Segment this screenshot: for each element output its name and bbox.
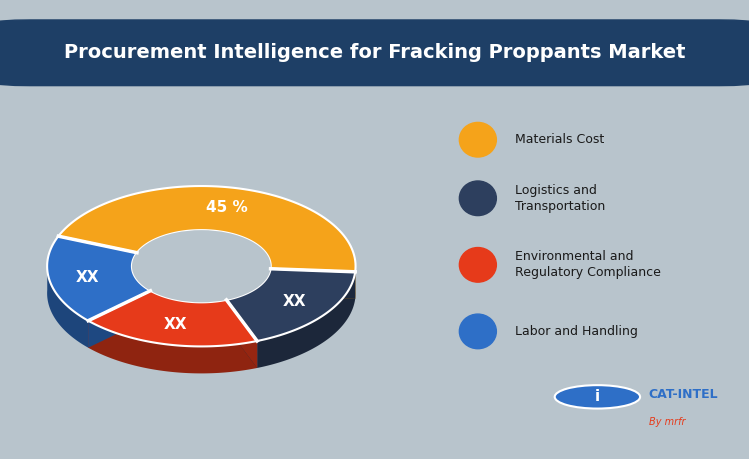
Polygon shape [151,291,226,329]
Polygon shape [257,272,355,368]
Polygon shape [226,269,270,327]
FancyBboxPatch shape [0,20,749,85]
Polygon shape [226,300,257,368]
Text: XX: XX [282,294,306,309]
Text: 45 %: 45 % [207,200,248,215]
Polygon shape [270,269,355,299]
Polygon shape [132,265,151,318]
Polygon shape [47,263,88,348]
Polygon shape [226,269,355,341]
Polygon shape [88,291,151,348]
Circle shape [459,181,497,216]
Polygon shape [88,321,257,374]
Ellipse shape [132,230,270,302]
Circle shape [459,123,497,157]
Polygon shape [58,186,356,272]
Text: Environmental and
Regulatory Compliance: Environmental and Regulatory Compliance [515,250,661,280]
Text: Materials Cost: Materials Cost [515,133,604,146]
Polygon shape [88,291,151,348]
Circle shape [555,385,640,409]
Polygon shape [47,236,151,321]
Text: By mrfr: By mrfr [649,417,685,427]
Text: XX: XX [76,269,100,285]
Polygon shape [226,300,257,368]
Text: CAT-INTEL: CAT-INTEL [649,388,718,401]
Circle shape [459,314,497,349]
Text: Logistics and
Transportation: Logistics and Transportation [515,184,605,213]
Circle shape [459,247,497,282]
Polygon shape [88,291,257,347]
Text: Labor and Handling: Labor and Handling [515,325,637,338]
Text: i: i [595,389,600,404]
Text: XX: XX [163,317,187,332]
Text: Procurement Intelligence for Fracking Proppants Market: Procurement Intelligence for Fracking Pr… [64,43,685,62]
Polygon shape [270,269,355,299]
